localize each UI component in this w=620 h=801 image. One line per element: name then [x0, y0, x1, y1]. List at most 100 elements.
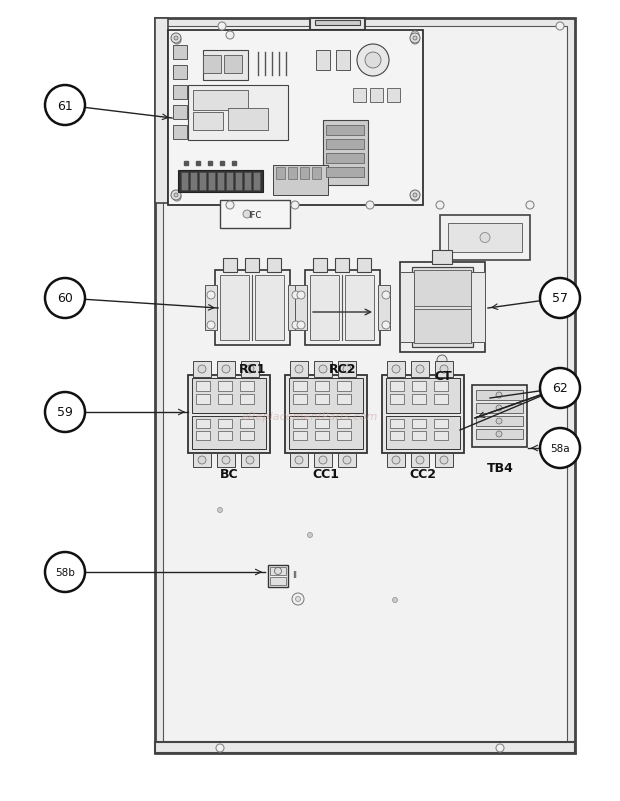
Bar	[400, 272, 414, 342]
Bar	[288, 285, 300, 330]
Bar	[173, 125, 187, 139]
Circle shape	[292, 321, 300, 329]
Bar	[337, 381, 351, 391]
Bar	[414, 270, 471, 306]
Circle shape	[392, 598, 397, 602]
Bar	[414, 309, 471, 343]
Circle shape	[411, 193, 419, 201]
Bar	[412, 381, 426, 391]
Bar	[382, 375, 464, 453]
Bar	[218, 431, 232, 440]
Bar	[435, 361, 453, 377]
Circle shape	[45, 278, 85, 318]
Bar	[196, 419, 210, 428]
Circle shape	[413, 36, 417, 40]
Text: IFC: IFC	[249, 211, 262, 220]
Circle shape	[366, 201, 374, 209]
Bar	[293, 394, 307, 404]
Bar	[215, 270, 290, 345]
Circle shape	[319, 456, 327, 464]
Circle shape	[365, 52, 381, 68]
Circle shape	[174, 36, 178, 40]
Bar	[208, 172, 215, 190]
Bar	[226, 172, 233, 190]
Bar	[196, 431, 210, 440]
Bar	[476, 390, 523, 400]
Bar	[289, 416, 363, 449]
Bar	[188, 85, 288, 140]
Bar	[293, 381, 307, 391]
Bar	[173, 105, 187, 119]
Bar	[217, 361, 235, 377]
Bar	[432, 250, 452, 264]
Circle shape	[243, 210, 251, 218]
Circle shape	[207, 291, 215, 299]
Circle shape	[226, 31, 234, 39]
Circle shape	[526, 201, 534, 209]
Bar	[203, 55, 221, 73]
Bar	[310, 275, 339, 340]
Bar	[193, 361, 211, 377]
Bar	[390, 419, 404, 428]
Circle shape	[246, 456, 254, 464]
Circle shape	[297, 291, 305, 299]
Bar	[345, 275, 374, 340]
Bar	[434, 431, 448, 440]
Bar	[270, 567, 286, 575]
Circle shape	[382, 291, 390, 299]
Bar	[220, 200, 290, 228]
Bar	[411, 361, 429, 377]
Circle shape	[540, 368, 580, 408]
Bar	[387, 453, 405, 467]
Bar	[203, 50, 248, 80]
Circle shape	[357, 44, 389, 76]
Circle shape	[480, 232, 490, 243]
Bar	[173, 65, 187, 79]
Circle shape	[171, 190, 181, 200]
Bar	[434, 394, 448, 404]
Bar	[289, 378, 363, 413]
Bar	[199, 172, 206, 190]
Bar	[293, 419, 307, 428]
Circle shape	[246, 365, 254, 373]
Bar	[163, 26, 567, 745]
Bar	[390, 381, 404, 391]
Circle shape	[198, 456, 206, 464]
Bar	[387, 88, 400, 102]
Circle shape	[222, 365, 230, 373]
Circle shape	[295, 456, 303, 464]
Bar	[273, 165, 328, 195]
Circle shape	[540, 428, 580, 468]
Circle shape	[292, 291, 300, 299]
Bar	[357, 258, 371, 272]
Circle shape	[496, 744, 504, 752]
Text: RC2: RC2	[329, 363, 356, 376]
Bar	[315, 394, 329, 404]
Circle shape	[45, 85, 85, 125]
Bar	[220, 275, 249, 340]
Bar	[178, 170, 263, 192]
Bar	[173, 85, 187, 99]
Bar	[218, 394, 232, 404]
Bar	[245, 258, 259, 272]
Bar	[315, 20, 360, 25]
Circle shape	[382, 321, 390, 329]
Bar	[412, 419, 426, 428]
Bar	[196, 394, 210, 404]
Bar	[290, 361, 308, 377]
Bar	[390, 431, 404, 440]
Bar	[218, 381, 232, 391]
Circle shape	[440, 456, 448, 464]
Circle shape	[496, 418, 502, 424]
Bar	[476, 429, 523, 439]
Bar	[181, 172, 188, 190]
Bar	[353, 88, 366, 102]
Text: 57: 57	[552, 292, 568, 305]
Circle shape	[207, 321, 215, 329]
Bar	[276, 167, 285, 179]
Bar	[337, 419, 351, 428]
Circle shape	[218, 22, 226, 30]
Text: 62: 62	[552, 383, 568, 396]
Circle shape	[496, 405, 502, 411]
Bar	[315, 381, 329, 391]
